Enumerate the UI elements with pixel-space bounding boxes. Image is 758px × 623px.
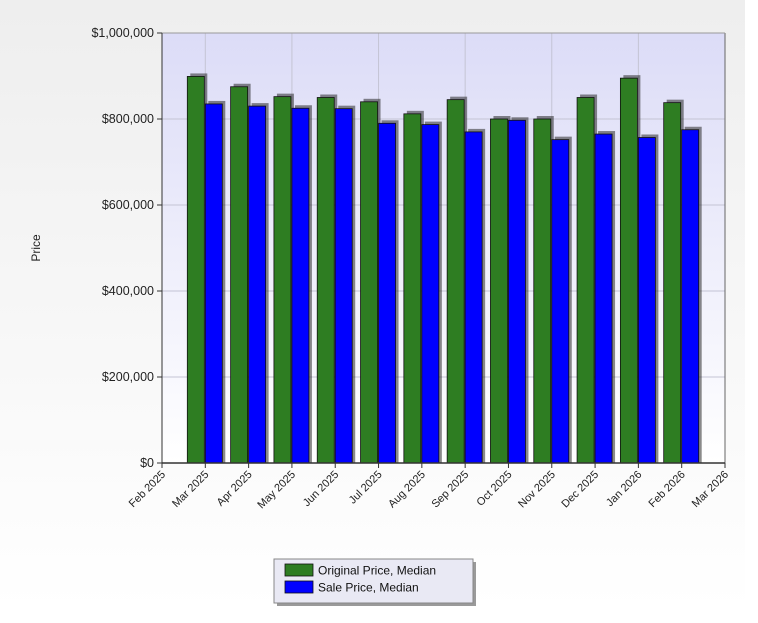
legend-swatch (284, 563, 314, 577)
bar-sale-price (681, 129, 700, 464)
bar-sale-price (594, 133, 613, 464)
bar-sale-price (551, 139, 570, 464)
bar-sale-price (291, 107, 310, 464)
bar-original-price (446, 99, 465, 464)
bar-sale-price (464, 131, 483, 464)
legend: Original Price, Median Sale Price, Median (273, 558, 476, 606)
y-tick-label: $1,000,000 (91, 26, 154, 40)
legend-label: Original Price, Median (318, 564, 436, 578)
bar-original-price (576, 97, 595, 464)
bar-sale-price (378, 122, 396, 464)
bar-original-price (490, 118, 508, 464)
bar-sale-price (637, 137, 656, 464)
y-tick-label: $800,000 (102, 112, 154, 126)
legend-items: Original Price, Median Sale Price, Median (284, 563, 436, 595)
y-axis-title: Price (29, 234, 43, 262)
bar-sale-price (248, 105, 267, 464)
bar-sale-price (508, 119, 526, 464)
y-axis-ticks: $0 $200,000 $400,000 $600,000 $800,000 $1,000… (91, 26, 162, 470)
y-tick-label: $0 (140, 456, 154, 470)
bar-original-price (186, 76, 205, 464)
y-tick-label: $200,000 (102, 370, 154, 384)
legend-swatch (284, 580, 314, 594)
bar-original-price (619, 77, 638, 464)
bar-original-price (360, 101, 378, 464)
bar-original-price (230, 86, 249, 464)
y-tick-label: $600,000 (102, 198, 154, 212)
y-tick-label: $400,000 (102, 284, 154, 298)
bar-original-price (316, 97, 335, 464)
bars (186, 73, 702, 464)
bar-original-price (403, 113, 422, 464)
legend-label: Sale Price, Median (318, 581, 419, 595)
bar-sale-price (421, 124, 440, 464)
bar-original-price (663, 102, 682, 464)
bar-sale-price (334, 108, 353, 464)
bar-original-price (273, 96, 292, 464)
bar-sale-price (204, 103, 223, 464)
bar-original-price (533, 118, 552, 464)
